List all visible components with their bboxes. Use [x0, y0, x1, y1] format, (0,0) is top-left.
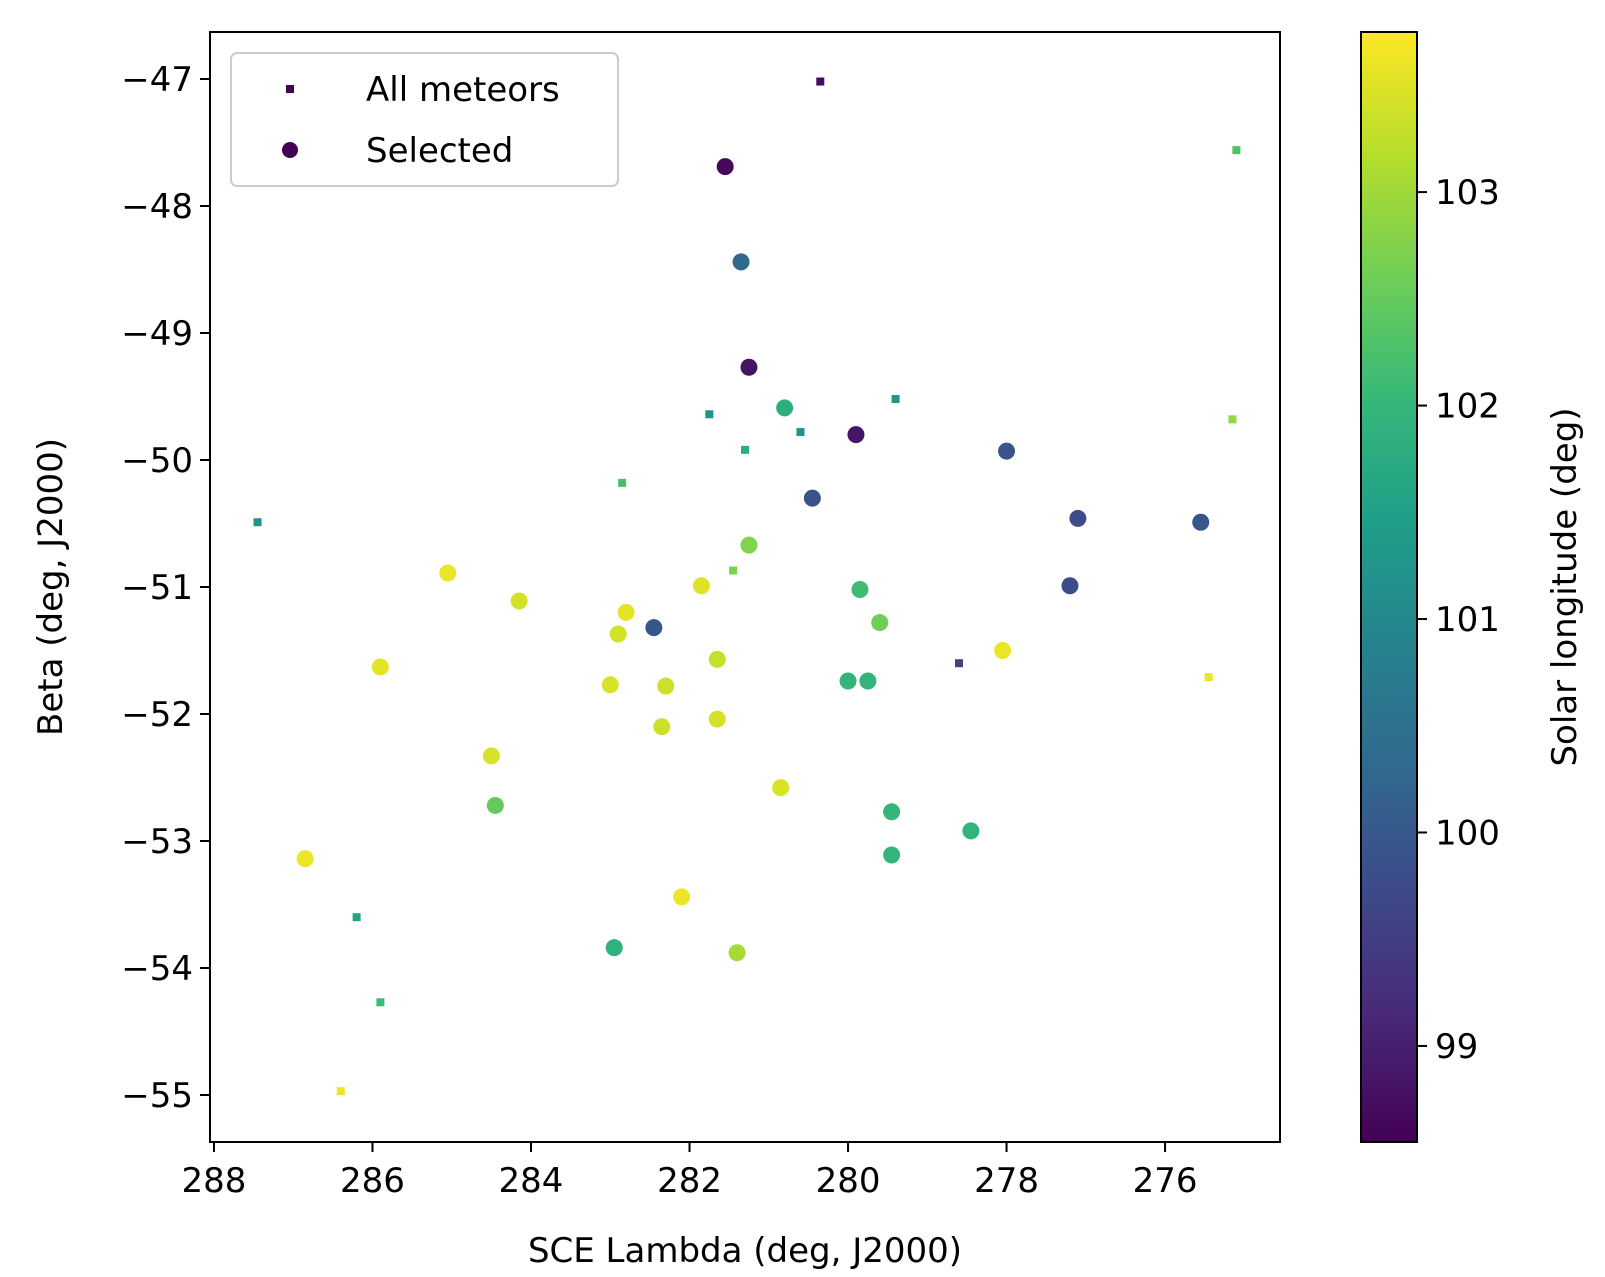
selected-point — [482, 747, 500, 765]
selected-point — [998, 442, 1016, 460]
y-tick-label: −52 — [121, 695, 193, 735]
selected-point — [847, 426, 865, 444]
y-axis-ticks: −47 −48 −49 −50 −51 −52 −53 −54 −55 — [121, 60, 210, 1116]
selected-point — [803, 489, 821, 507]
x-axis-label: SCE Lambda (deg, J2000) — [528, 1231, 962, 1271]
plot-frame — [209, 31, 1281, 1143]
all-meteors-point — [891, 395, 900, 404]
all-meteors-point — [253, 518, 262, 527]
legend-label-all-meteors: All meteors — [366, 70, 560, 110]
x-tick-label: 288 — [182, 1161, 247, 1201]
selected-point — [673, 888, 691, 906]
all-meteors-point — [816, 77, 825, 86]
selected-point — [708, 650, 726, 668]
all-meteors-point — [352, 913, 361, 922]
selected-point — [657, 677, 675, 695]
x-axis-ticks: 288 286 284 282 280 278 276 — [182, 1142, 1198, 1201]
selected-point — [883, 846, 901, 864]
selected-point — [296, 850, 314, 868]
x-tick-label: 278 — [974, 1161, 1039, 1201]
y-tick-label: −47 — [121, 60, 193, 100]
x-tick-label: 286 — [340, 1161, 405, 1201]
y-tick-label: −54 — [121, 949, 193, 989]
y-tick-label: −49 — [121, 314, 193, 354]
selected-point — [851, 581, 869, 599]
legend-frame — [230, 52, 619, 187]
colorbar-tick-label: 99 — [1435, 1027, 1478, 1067]
colorbar-frame — [1360, 31, 1418, 1143]
selected-point — [601, 676, 619, 694]
selected-point — [1192, 513, 1210, 531]
selected-point — [871, 614, 889, 632]
colorbar-tick-label: 103 — [1435, 173, 1500, 213]
all-meteors-point — [618, 478, 627, 487]
all-meteors-point — [741, 445, 749, 454]
x-tick-label: 284 — [499, 1161, 564, 1201]
selected-point — [994, 642, 1012, 660]
all-meteors-point — [336, 1087, 345, 1096]
all-meteors-point — [796, 428, 805, 437]
legend-label-selected: Selected — [366, 131, 513, 171]
all-meteors-point — [955, 659, 963, 668]
x-tick-label: 282 — [657, 1161, 722, 1201]
all-meteors-point — [1204, 673, 1213, 682]
data-points — [253, 77, 1241, 1096]
selected-point — [653, 718, 671, 736]
all-meteors-point — [1228, 415, 1237, 424]
selected-point — [772, 779, 790, 797]
selected-point — [776, 399, 794, 417]
colorbar-gradient — [1361, 32, 1417, 1142]
selected-point — [486, 796, 504, 814]
colorbar-label: Solar longitude (deg) — [1545, 407, 1585, 766]
legend: All meteors Selected — [230, 52, 619, 187]
all-meteors-point — [729, 566, 738, 575]
selected-point — [1069, 509, 1087, 527]
legend-marker-all-meteors — [286, 85, 294, 93]
x-tick-label: 280 — [816, 1161, 881, 1201]
selected-point — [439, 564, 457, 582]
selected-point — [740, 358, 758, 376]
x-tick-label: 276 — [1133, 1161, 1198, 1201]
colorbar-tick-label: 100 — [1435, 813, 1500, 853]
selected-point — [609, 625, 627, 643]
selected-point — [708, 710, 726, 728]
selected-point — [371, 658, 389, 676]
legend-marker-selected — [282, 142, 298, 158]
y-tick-label: −51 — [121, 568, 193, 608]
colorbar-ticks: 99 100 101 102 103 — [1417, 173, 1500, 1067]
colorbar-tick-label: 102 — [1435, 387, 1500, 427]
all-meteors-point — [1232, 146, 1241, 155]
all-meteors-point — [705, 410, 714, 419]
colorbar: 99 100 101 102 103 Solar longitude (deg) — [1360, 31, 1585, 1143]
selected-point — [859, 672, 877, 690]
y-tick-label: −48 — [121, 187, 193, 227]
selected-point — [839, 672, 857, 690]
y-tick-label: −50 — [121, 441, 193, 481]
selected-point — [962, 822, 980, 840]
y-tick-label: −53 — [121, 822, 193, 862]
selected-point — [732, 253, 750, 271]
all-meteors-point — [376, 998, 385, 1007]
y-tick-label: −55 — [121, 1076, 193, 1116]
colorbar-tick-label: 101 — [1435, 600, 1500, 640]
selected-point — [883, 803, 901, 821]
selected-point — [728, 944, 746, 962]
selected-point — [740, 536, 758, 554]
selected-point — [617, 603, 635, 621]
selected-point — [1061, 577, 1079, 595]
selected-point — [510, 592, 528, 610]
selected-point — [692, 577, 710, 595]
selected-point — [645, 619, 663, 637]
selected-point — [716, 158, 734, 176]
selected-point — [605, 939, 623, 957]
y-axis-label: Beta (deg, J2000) — [31, 438, 71, 736]
